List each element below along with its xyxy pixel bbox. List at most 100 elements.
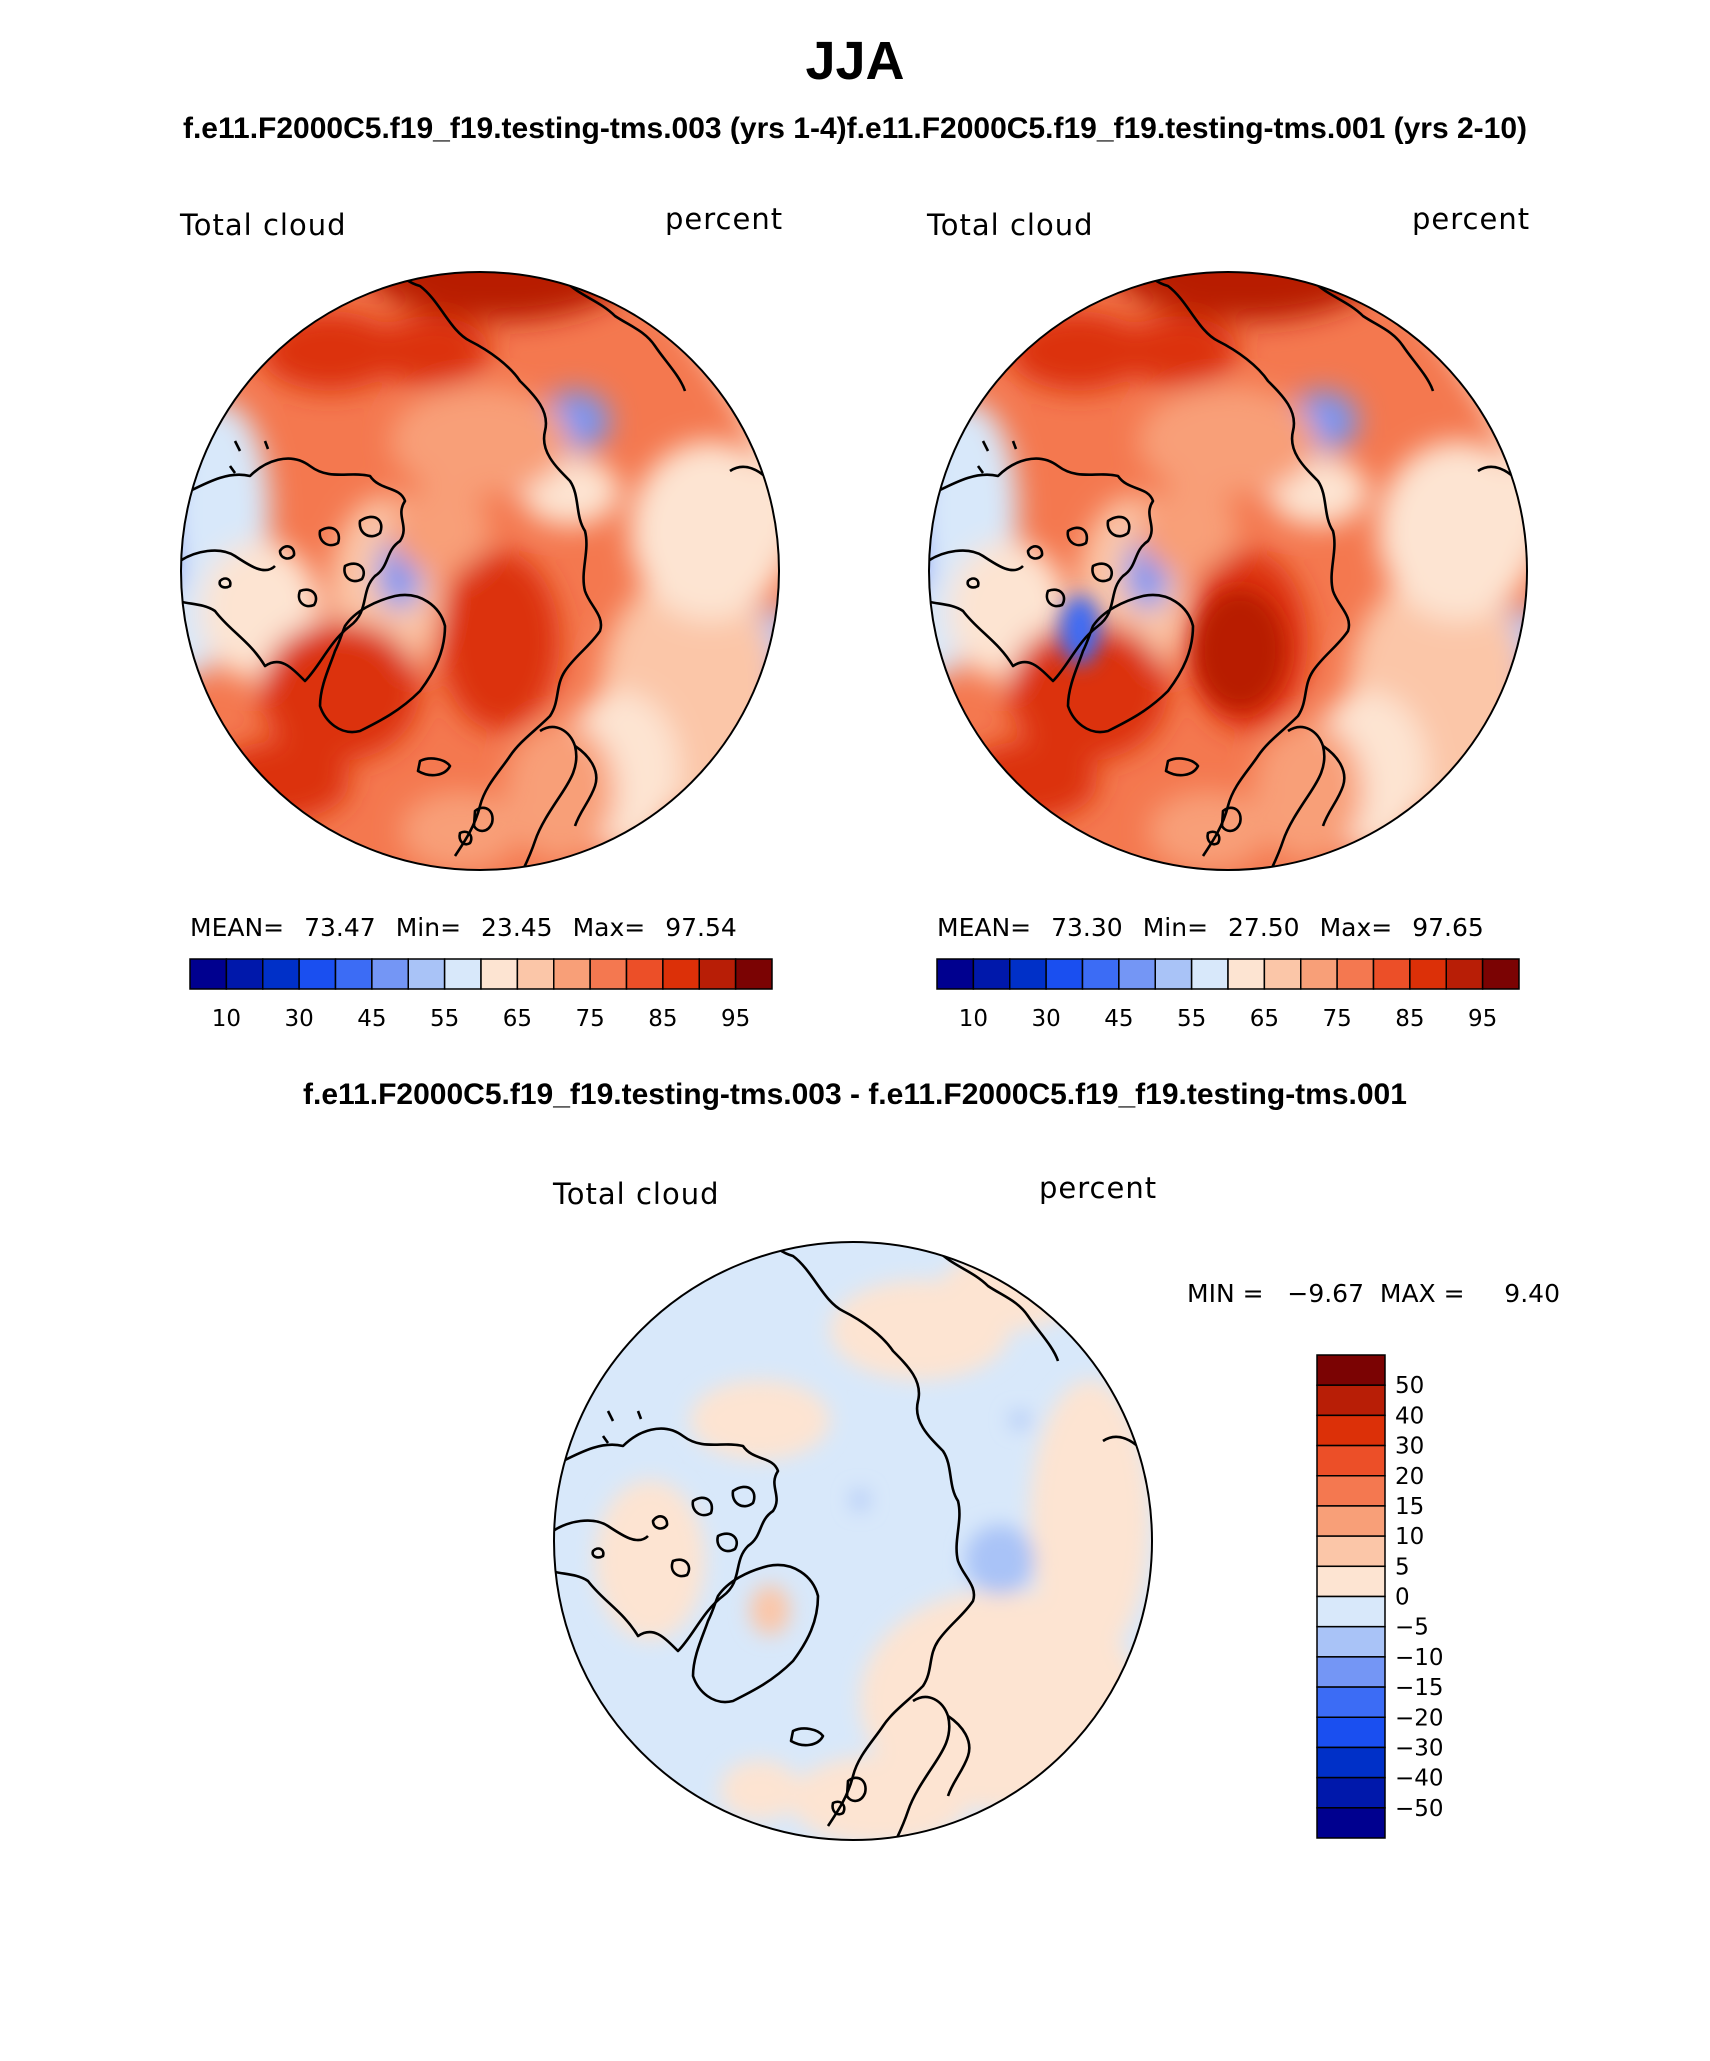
- diff-colorbar-tick-label: −40: [1395, 1766, 1444, 1792]
- panel1-colorbar-swatch: [443, 958, 482, 990]
- panel2-colorbar-tick-label: 55: [1177, 1006, 1206, 1032]
- panel1-colorbar-swatch: [407, 958, 446, 990]
- panel2-colorbar-tick-label: 95: [1468, 1006, 1497, 1032]
- diff-colorbar-tick-label: −5: [1395, 1615, 1429, 1641]
- panel1-colorbar-swatch: [698, 958, 737, 990]
- diff-units-label: percent: [1039, 1171, 1158, 1205]
- panel1-units-label: percent: [665, 202, 784, 236]
- panel2-colorbar-swatch: [1263, 958, 1302, 990]
- panel1-colorbar-swatch: [262, 958, 300, 990]
- diff-colorbar-tick-label: 15: [1395, 1494, 1424, 1520]
- diff-colorbar-swatch: [1316, 1776, 1386, 1809]
- season-title: JJA: [805, 31, 905, 91]
- panel1-colorbar: 10 30 45 55 65 75 85 95: [189, 958, 773, 1032]
- case-titles: f.e11.F2000C5.f19_f19.testing-tms.003 (y…: [182, 112, 1527, 145]
- panel2-mean-value: 73.30: [1051, 913, 1123, 942]
- panel1-map: [180, 271, 780, 871]
- panel1-colorbar-tick-label: 55: [430, 1006, 459, 1032]
- panel1-max-value: 97.54: [665, 913, 737, 942]
- panel2-colorbar-swatch: [1300, 958, 1338, 990]
- panel2-colorbar-tick-label: 10: [959, 1006, 988, 1032]
- panel1-variable-label: Total cloud: [180, 208, 347, 242]
- panel2-colorbar-swatch: [1445, 958, 1484, 990]
- panel1-mean-label: MEAN=: [190, 913, 285, 942]
- panel1-colorbar-swatch: [334, 958, 373, 990]
- diff-colorbar-tick-label: −15: [1395, 1675, 1444, 1701]
- panel2-stats: MEAN= 73.30 Min= 27.50 Max= 97.65: [937, 913, 1504, 942]
- panel1-max-label: Max=: [572, 913, 646, 942]
- panel1-colorbar-swatch: [625, 958, 664, 990]
- diff-colorbar-swatch: [1316, 1565, 1386, 1598]
- panel2-colorbar-swatch: [1081, 958, 1120, 990]
- panel1-colorbar-swatch: [553, 958, 591, 990]
- diff-colorbar-swatch: [1316, 1505, 1386, 1537]
- panel1-colorbar-swatch: [298, 958, 337, 990]
- diff-colorbar-tick-label: 0: [1395, 1585, 1410, 1611]
- diff-colorbar-swatch: [1316, 1746, 1386, 1779]
- panel2-max-value: 97.65: [1412, 913, 1484, 942]
- diff-colorbar-swatch: [1316, 1414, 1386, 1447]
- diff-colorbar-tick-label: 50: [1395, 1373, 1424, 1399]
- panel1-colorbar-swatch: [480, 958, 519, 990]
- diff-colorbar-tick-label: −10: [1395, 1645, 1444, 1671]
- panel2-colorbar-swatch: [936, 958, 975, 990]
- panel1-colorbar-tick-label: 10: [212, 1006, 241, 1032]
- panel2-colorbar-swatch: [1045, 958, 1084, 990]
- panel1-colorbar-tick-label: 85: [648, 1006, 677, 1032]
- panel1-colorbar-swatch: [516, 958, 555, 990]
- diff-colorbar-tick-label: 40: [1395, 1403, 1424, 1429]
- panel2-max-label: Max=: [1319, 913, 1393, 942]
- panel2-colorbar-swatch: [1409, 958, 1447, 990]
- panel1-mean-value: 73.47: [304, 913, 376, 942]
- panel2-colorbar-swatch: [1336, 958, 1375, 990]
- diff-minmax: MIN = −9.67 MAX = 9.40: [1187, 1279, 1560, 1308]
- diff-colorbar-swatch: [1316, 1354, 1386, 1386]
- panel1-colorbar-swatch: [371, 958, 409, 990]
- panel1-min-value: 23.45: [481, 913, 553, 942]
- diff-map: [553, 1241, 1153, 1841]
- diff-colorbar-swatch: [1316, 1656, 1386, 1688]
- panel2-colorbar-swatch: [1009, 958, 1047, 990]
- panel2-colorbar-swatch: [972, 958, 1011, 990]
- panel1-colorbar-tick-label: 75: [575, 1006, 604, 1032]
- panel1-colorbar-tick-label: 30: [284, 1006, 313, 1032]
- panel2-colorbar-tick-label: 85: [1395, 1006, 1424, 1032]
- difference-title: f.e11.F2000C5.f19_f19.testing-tms.003 - …: [303, 1078, 1407, 1111]
- panel1-colorbar-swatch: [734, 958, 773, 990]
- diff-colorbar-tick-label: −50: [1395, 1796, 1444, 1822]
- panel1-colorbar-swatch: [225, 958, 264, 990]
- diff-colorbar-swatch: [1316, 1444, 1386, 1477]
- panel2-colorbar-swatch: [1154, 958, 1193, 990]
- panel1-stats: MEAN= 73.47 Min= 23.45 Max= 97.54: [190, 913, 757, 942]
- panel1-min-label: Min=: [395, 913, 462, 942]
- panel2-min-value: 27.50: [1228, 913, 1300, 942]
- panel1-colorbar-swatch: [589, 958, 628, 990]
- diff-colorbar-tick-label: −20: [1395, 1705, 1444, 1731]
- panel2-colorbar-swatch: [1481, 958, 1520, 990]
- panel2-colorbar-tick-label: 65: [1250, 1006, 1279, 1032]
- panel2-colorbar-swatch: [1372, 958, 1411, 990]
- panel1-colorbar-tick-label: 65: [503, 1006, 532, 1032]
- panel2-map: [928, 271, 1528, 871]
- panel2-mean-label: MEAN=: [937, 913, 1032, 942]
- panel2-colorbar-tick-label: 30: [1031, 1006, 1060, 1032]
- diff-colorbar-tick-label: 30: [1395, 1434, 1424, 1460]
- diff-colorbar-swatch: [1316, 1384, 1386, 1417]
- panel1-colorbar-swatch: [662, 958, 700, 990]
- diff-colorbar-swatch: [1316, 1716, 1386, 1749]
- diff-colorbar-tick-label: 20: [1395, 1464, 1424, 1490]
- diff-colorbar-swatch: [1316, 1686, 1386, 1718]
- diff-colorbar-swatch: [1316, 1475, 1386, 1507]
- diff-colorbar-swatch: [1316, 1807, 1386, 1839]
- diff-colorbar-tick-label: −30: [1395, 1735, 1444, 1761]
- panel2-colorbar-swatch: [1227, 958, 1266, 990]
- panel2-colorbar-tick-label: 75: [1322, 1006, 1351, 1032]
- diff-colorbar-tick-label: 5: [1395, 1554, 1410, 1580]
- panel2-variable-label: Total cloud: [927, 208, 1094, 242]
- panel2-units-label: percent: [1412, 202, 1531, 236]
- panel2-colorbar-swatch: [1118, 958, 1156, 990]
- panel2-colorbar: 10 30 45 55 65 75 85 95: [936, 958, 1520, 1032]
- panel2-colorbar-swatch: [1190, 958, 1229, 990]
